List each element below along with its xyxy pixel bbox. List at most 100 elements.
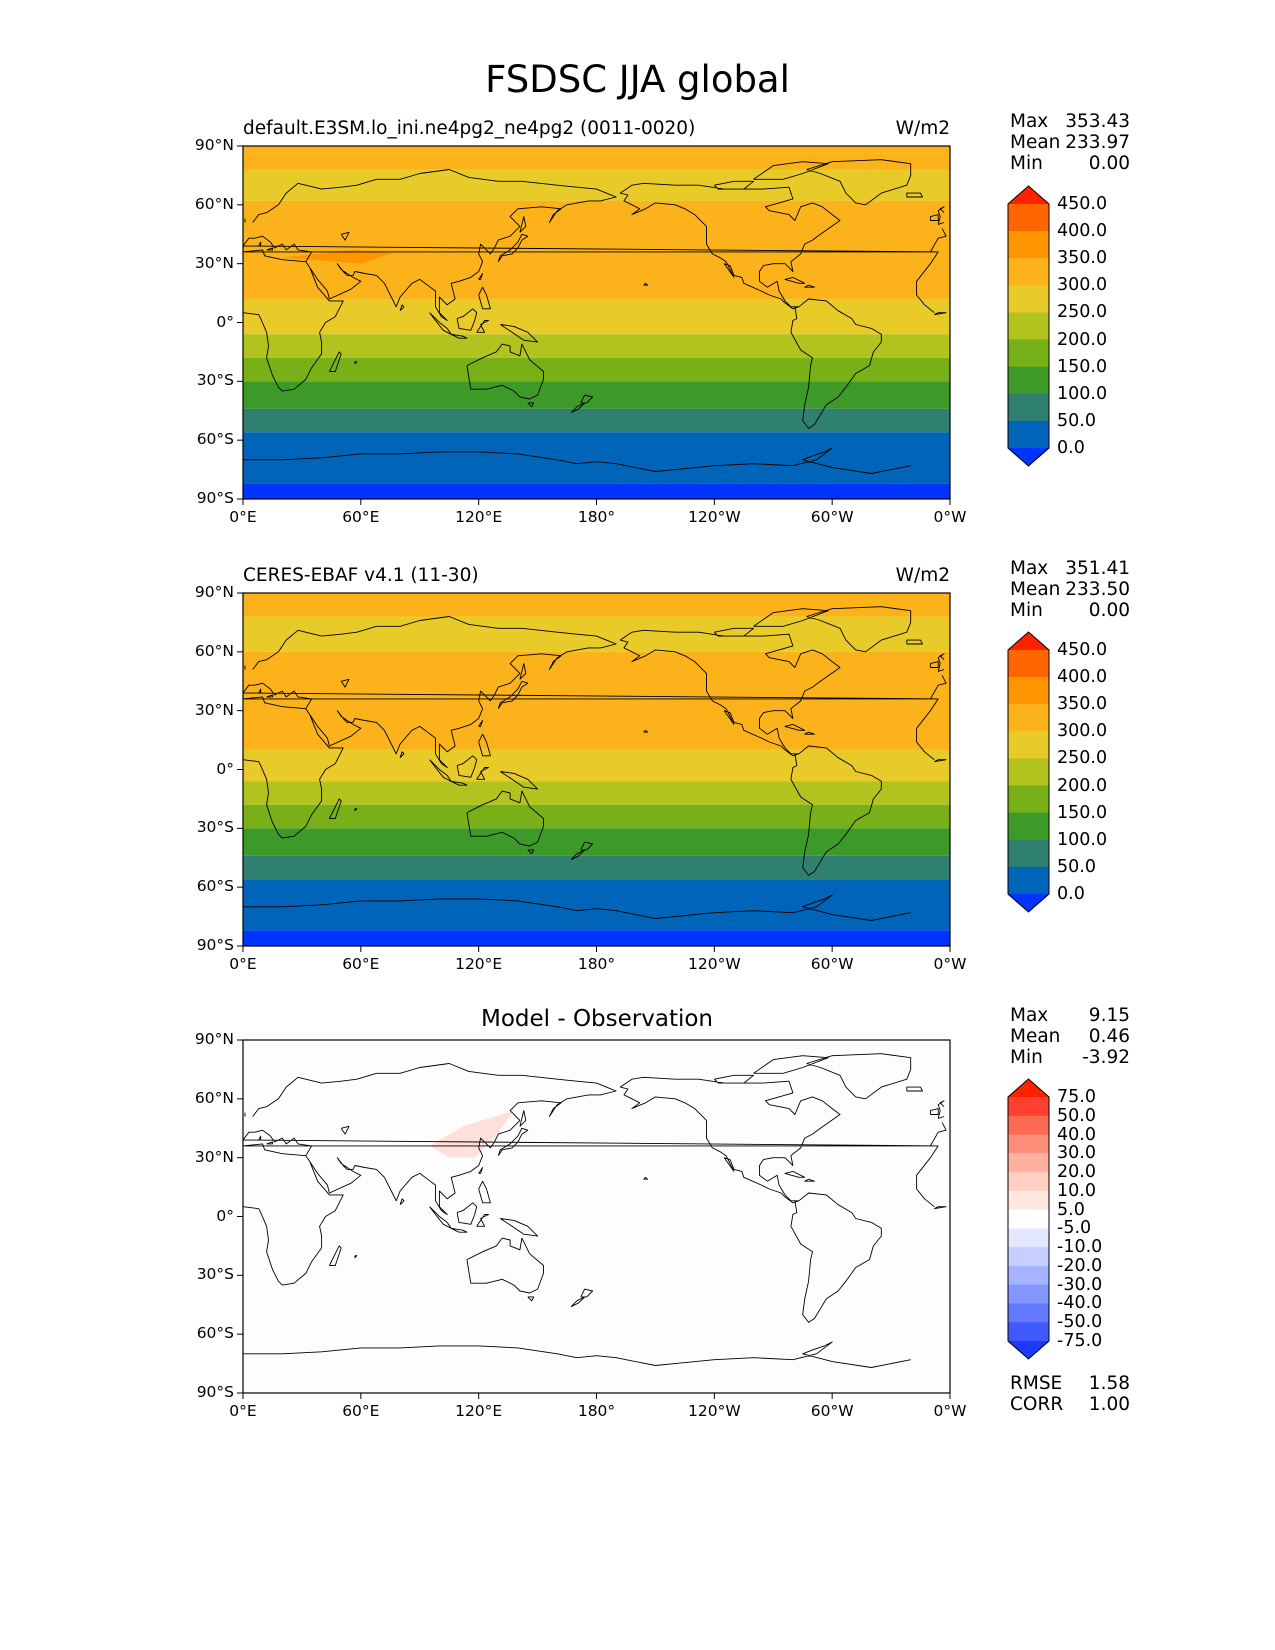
colorbar-label: 75.0	[1057, 1087, 1096, 1107]
colorbar-label: -5.0	[1057, 1218, 1092, 1239]
colorbar-segment	[1008, 704, 1049, 732]
stat-label: Min	[1010, 600, 1043, 621]
x-tick-label: 0°W	[933, 1402, 967, 1420]
contour-band	[243, 804, 950, 829]
contour-band	[243, 828, 950, 856]
colorbar-segment	[1008, 785, 1049, 814]
metric-label: CORR	[1010, 1394, 1064, 1415]
y-tick-label: 60°S	[196, 1324, 234, 1343]
coastlines	[242, 159, 947, 474]
stats-block: Max 351.41 Mean 233.50 Min 0.00	[1010, 558, 1130, 624]
x-tick-label: 60°W	[810, 508, 854, 526]
contour-band	[243, 483, 950, 499]
contour-band	[243, 334, 950, 358]
x-tick-label: 60°E	[342, 1402, 380, 1420]
stat-value-min: -3.92	[1082, 1047, 1130, 1068]
colorbar-segment	[1008, 1190, 1049, 1211]
metrics-block: RMSE 1.58 CORR 1.00	[1010, 1373, 1130, 1417]
colorbar-segment	[1008, 204, 1049, 232]
y-tick-label: 30°N	[194, 1147, 234, 1166]
colorbar-label: 250.0	[1057, 302, 1108, 323]
colorbar-extend-max	[1008, 632, 1049, 650]
colorbar-label: 20.0	[1057, 1162, 1096, 1183]
metric-value-corr: 1.00	[1088, 1394, 1130, 1415]
colorbar-extend-min	[1008, 1341, 1049, 1359]
stat-label: Mean	[1010, 132, 1061, 153]
x-tick-label: 180°	[577, 508, 616, 526]
stat-label: Min	[1010, 1047, 1043, 1068]
stats-block: Max 353.43 Mean 233.97 Min 0.00	[1010, 111, 1130, 177]
colorbar-outline	[1007, 631, 1050, 913]
colorbar-label: 100.0	[1057, 829, 1108, 850]
stats-block: Max 9.15 Mean 0.46 Min -3.92	[1010, 1005, 1130, 1071]
colorbar-label: 350.0	[1057, 248, 1108, 269]
colorbar-label: -50.0	[1057, 1312, 1103, 1333]
stat-label: Mean	[1010, 579, 1061, 600]
colorbar-segment	[1008, 839, 1049, 868]
panel-title: default.E3SM.lo_ini.ne4pg2_ne4pg2 (0011-…	[243, 118, 696, 139]
colorbar-segment	[1008, 1284, 1049, 1305]
stat-value-mean: 233.50	[1065, 579, 1130, 600]
contour-band	[243, 169, 950, 201]
stat-label: Max	[1010, 1005, 1049, 1026]
map-plot	[237, 592, 951, 952]
colorbar-label: 300.0	[1057, 721, 1108, 742]
x-tick-label: 120°W	[687, 1402, 741, 1420]
colorbar	[1007, 631, 1050, 913]
colorbar-segment	[1008, 731, 1049, 760]
stat-value-min: 0.00	[1088, 153, 1130, 174]
x-tick-label: 60°W	[810, 955, 854, 973]
colorbar-extend-max	[1008, 1079, 1049, 1097]
colorbar-segment	[1008, 1247, 1049, 1267]
y-tick-label: 90°N	[194, 136, 234, 154]
colorbar-label: -20.0	[1057, 1255, 1103, 1276]
colorbar-segment	[1008, 1322, 1049, 1342]
contour-band	[243, 651, 950, 750]
colorbar-segment	[1008, 1265, 1049, 1286]
x-tick-label: 180°	[577, 1402, 616, 1420]
colorbar-label: 250.0	[1057, 748, 1108, 769]
colorbar-label: 200.0	[1057, 329, 1108, 350]
y-tick-label: 60°N	[194, 641, 234, 660]
contour-band	[243, 432, 950, 484]
contour-band	[243, 855, 950, 880]
stat-value-max: 9.15	[1088, 1005, 1130, 1026]
metric-value-rmse: 1.58	[1088, 1373, 1130, 1394]
y-tick-label: 60°S	[196, 430, 234, 449]
colorbar-outline	[1007, 1078, 1050, 1360]
units-label: W/m2	[895, 565, 950, 586]
colorbar-label: 50.0	[1057, 410, 1096, 431]
stat-label: Min	[1010, 153, 1043, 174]
y-tick-label: 90°S	[196, 936, 234, 954]
x-tick-label: 0°E	[229, 508, 257, 526]
y-tick-label: 90°S	[196, 489, 234, 507]
contour-band	[243, 381, 950, 409]
x-tick-label: 120°W	[687, 508, 741, 526]
contour-band	[243, 749, 950, 782]
coastlines	[242, 606, 947, 921]
x-tick-label: 120°E	[455, 955, 503, 973]
colorbar-segment	[1008, 258, 1049, 286]
colorbar-segment	[1008, 393, 1049, 422]
colorbar-segment	[1008, 1303, 1049, 1323]
y-tick-label: 90°N	[194, 1030, 234, 1048]
stat-label: Mean	[1010, 1026, 1061, 1047]
colorbar-segment	[1008, 1115, 1049, 1136]
figure-title: FSDSC JJA global	[485, 58, 790, 101]
x-tick-label: 0°W	[933, 508, 967, 526]
stat-value-min: 0.00	[1088, 600, 1130, 621]
x-tick-label: 60°E	[342, 508, 380, 526]
colorbar-segment	[1008, 231, 1049, 259]
panel-title: CERES-EBAF v4.1 (11-30)	[243, 565, 479, 586]
colorbar-label: 400.0	[1057, 667, 1108, 688]
y-tick-label: 60°S	[196, 877, 234, 896]
x-tick-label: 60°E	[342, 955, 380, 973]
colorbar-segment	[1008, 758, 1049, 787]
colorbar-segment	[1008, 1209, 1049, 1229]
colorbar-label: 150.0	[1057, 802, 1108, 823]
y-tick-label: 60°N	[194, 194, 234, 213]
colorbar-segment	[1008, 1097, 1049, 1117]
x-tick-label: 60°W	[810, 1402, 854, 1420]
colorbar-segment	[1008, 366, 1049, 395]
colorbar-label: 50.0	[1057, 1105, 1096, 1126]
